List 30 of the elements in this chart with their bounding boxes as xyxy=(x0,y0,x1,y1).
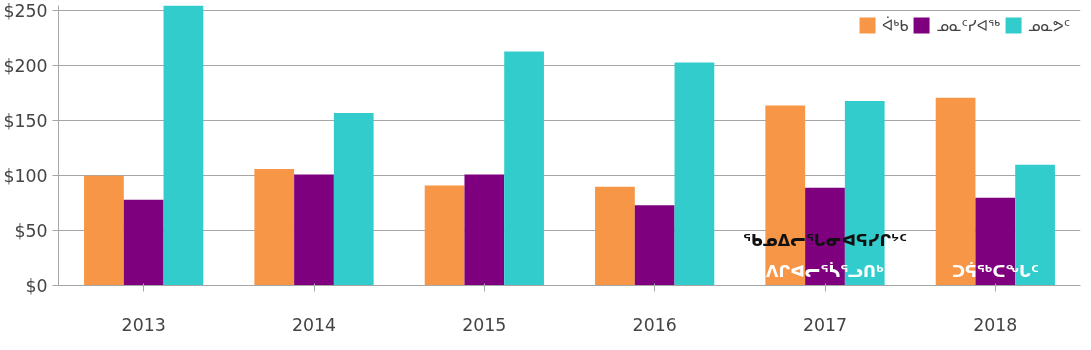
x-tick-label: 2014 xyxy=(291,314,337,335)
bar xyxy=(595,186,635,286)
bar xyxy=(333,113,374,286)
annotation: ᖃᓄᐃᓕᕐᒐᓂᐊᕋᓯᒋᔾᑦ xyxy=(743,230,907,250)
y-tick-label: $100 xyxy=(3,165,48,186)
y-tick-label: $50 xyxy=(14,220,48,241)
bar xyxy=(163,5,204,286)
bar xyxy=(634,205,675,286)
y-tick-label: $250 xyxy=(3,0,48,21)
bar xyxy=(504,51,544,286)
bar xyxy=(84,175,124,286)
bar xyxy=(123,199,164,286)
annotation: ᐱᒋᐊᓕᕐᓵᕐᓗᑎᒃ xyxy=(766,261,884,281)
x-tick-label: 2016 xyxy=(632,314,677,335)
legend-label: ᐋᒃᑲ xyxy=(882,16,909,34)
bar xyxy=(294,174,334,286)
bar xyxy=(254,169,295,286)
y-tick-label: $150 xyxy=(3,110,48,131)
legend-label: ᓄᓇᕗᑦ xyxy=(1028,16,1070,34)
annotation: ᑐᕌᖅᑕᖓᑦ xyxy=(951,261,1039,281)
bar xyxy=(464,174,505,286)
y-tick-label: $0 xyxy=(25,275,48,296)
x-tick-label: 2013 xyxy=(121,314,166,335)
x-tick-label: 2018 xyxy=(973,314,1018,335)
y-tick-label: $200 xyxy=(3,55,48,76)
bar xyxy=(674,62,715,286)
x-tick-label: 2017 xyxy=(802,314,848,335)
x-tick-label: 2015 xyxy=(462,314,507,335)
legend-label: ᓄᓇᑦᓯᐊᖅ xyxy=(936,16,1001,34)
bar xyxy=(424,185,465,286)
